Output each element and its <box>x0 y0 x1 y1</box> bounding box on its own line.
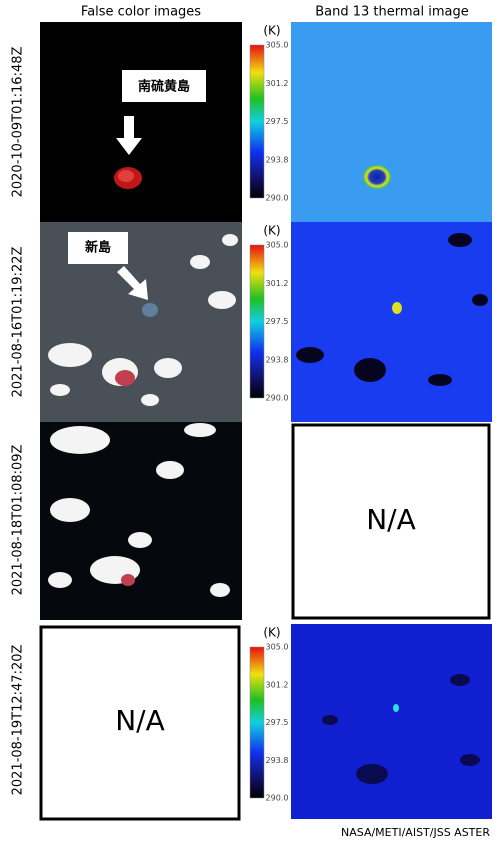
colorbar-tick-label: 305.0 <box>266 41 289 50</box>
false-color-image <box>40 422 242 620</box>
colorbar-tick-label: 301.2 <box>266 79 289 88</box>
credit: NASA/METI/AIST/JSS ASTER <box>341 826 490 839</box>
colorbar-tick-label: 290.0 <box>266 794 289 803</box>
colorbar-tick-label: 290.0 <box>266 394 289 403</box>
colorbar-unit: (K) <box>263 24 280 38</box>
colorbar <box>249 244 265 399</box>
colorbar <box>249 646 265 799</box>
colorbar-tick-label: 301.2 <box>266 680 289 689</box>
thermal-image <box>291 22 492 222</box>
colorbar-tick-label: 293.8 <box>266 155 289 164</box>
annotation: 南硫黄島 <box>138 79 190 95</box>
colorbar-tick-label: 297.5 <box>266 317 289 326</box>
annotation: 新島 <box>85 240 111 256</box>
not-available-box <box>39 625 241 821</box>
column-header: Band 13 thermal image <box>315 5 469 20</box>
not-available: N/A <box>115 704 165 737</box>
not-available-box <box>291 423 491 620</box>
colorbar-tick-label: 297.5 <box>266 718 289 727</box>
colorbar-tick-label: 297.5 <box>266 117 289 126</box>
false-color-image: 南硫黄島 <box>40 22 242 222</box>
colorbar-tick-label: 305.0 <box>266 241 289 250</box>
annotation-box <box>122 70 206 102</box>
colorbar-tick-label: 301.2 <box>266 279 289 288</box>
thermal-image <box>291 624 492 819</box>
annotation-box <box>68 232 128 264</box>
colorbar-tick-label: 290.0 <box>266 194 289 203</box>
row-label: 2021-08-19T12:47:20Z <box>11 645 26 796</box>
column-header: False color images <box>81 5 201 20</box>
row-label: 2021-08-18T01:08:09Z <box>11 445 26 596</box>
row-label: 2020-10-09T01:16:48Z <box>11 47 26 198</box>
colorbar-tick-label: 293.8 <box>266 355 289 364</box>
colorbar <box>249 44 265 199</box>
thermal-image <box>291 222 492 422</box>
false-color-image: 新島 <box>40 222 242 422</box>
row-label: 2021-08-16T01:19:22Z <box>11 247 26 398</box>
colorbar-tick-label: 305.0 <box>266 643 289 652</box>
not-available: N/A <box>366 503 416 536</box>
colorbar-tick-label: 293.8 <box>266 756 289 765</box>
colorbar-unit: (K) <box>263 224 280 238</box>
colorbar-unit: (K) <box>263 626 280 640</box>
arrow <box>116 116 142 155</box>
arrow <box>117 266 148 300</box>
